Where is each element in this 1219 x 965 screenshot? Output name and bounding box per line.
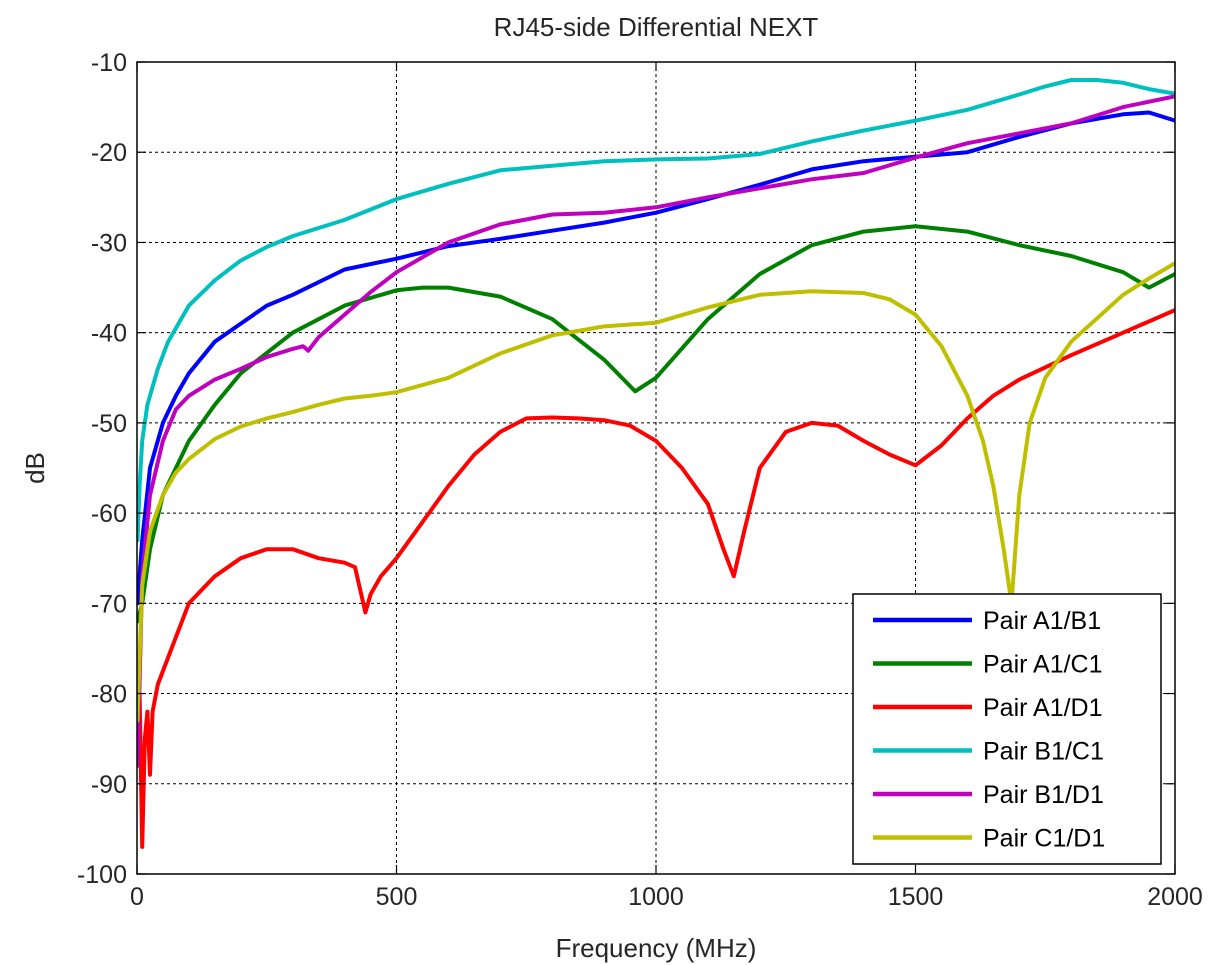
y-tick-label: -20 — [91, 139, 127, 167]
y-tick-label: -70 — [91, 590, 127, 618]
legend-label-pair-b1-c1: Pair B1/C1 — [983, 738, 1104, 766]
series-line-pair-b1-c1 — [137, 78, 1175, 543]
legend-label-pair-c1-d1: Pair C1/D1 — [983, 825, 1105, 853]
y-tick-label: -10 — [91, 49, 127, 77]
y-axis-label: dB — [20, 452, 50, 484]
y-tick-label: -60 — [91, 500, 127, 528]
legend: Pair A1/B1 Pair A1/C1 Pair A1/D1 Pair B1/C1… — [852, 593, 1162, 865]
legend-label-pair-a1-d1: Pair A1/D1 — [983, 694, 1103, 722]
series-line-pair-a1-c1 — [137, 224, 1175, 624]
axis-ticks: 0 500 1000 1500 2000 -100 -90 -80 -70 -60 -50 -40 -3… — [77, 49, 1203, 911]
x-tick-label: 500 — [376, 883, 418, 911]
x-tick-label: 2000 — [1147, 883, 1203, 911]
series-layer — [137, 78, 1175, 849]
y-tick-label: -100 — [77, 861, 127, 889]
chart-title: RJ45-side Differential NEXT — [494, 12, 819, 42]
y-tick-label: -80 — [91, 681, 127, 709]
y-tick-label: -30 — [91, 229, 127, 257]
y-tick-label: -90 — [91, 771, 127, 799]
series-line-pair-a1-b1 — [137, 110, 1175, 606]
y-tick-label: -40 — [91, 320, 127, 348]
legend-box — [852, 593, 1162, 865]
y-tick-label: -50 — [91, 410, 127, 438]
x-tick-label: 0 — [130, 883, 144, 911]
legend-label-pair-b1-d1: Pair B1/D1 — [983, 781, 1104, 809]
series-line-pair-a1-d1 — [137, 308, 1175, 849]
series-line-pair-b1-d1 — [137, 94, 1175, 768]
legend-label-pair-a1-c1: Pair A1/C1 — [983, 651, 1103, 679]
x-tick-label: 1000 — [628, 883, 684, 911]
x-tick-label: 1500 — [888, 883, 944, 911]
series-line-pair-c1-d1 — [137, 261, 1175, 723]
legend-label-pair-a1-b1: Pair A1/B1 — [983, 607, 1101, 635]
x-axis-label: Frequency (MHz) — [556, 933, 757, 963]
